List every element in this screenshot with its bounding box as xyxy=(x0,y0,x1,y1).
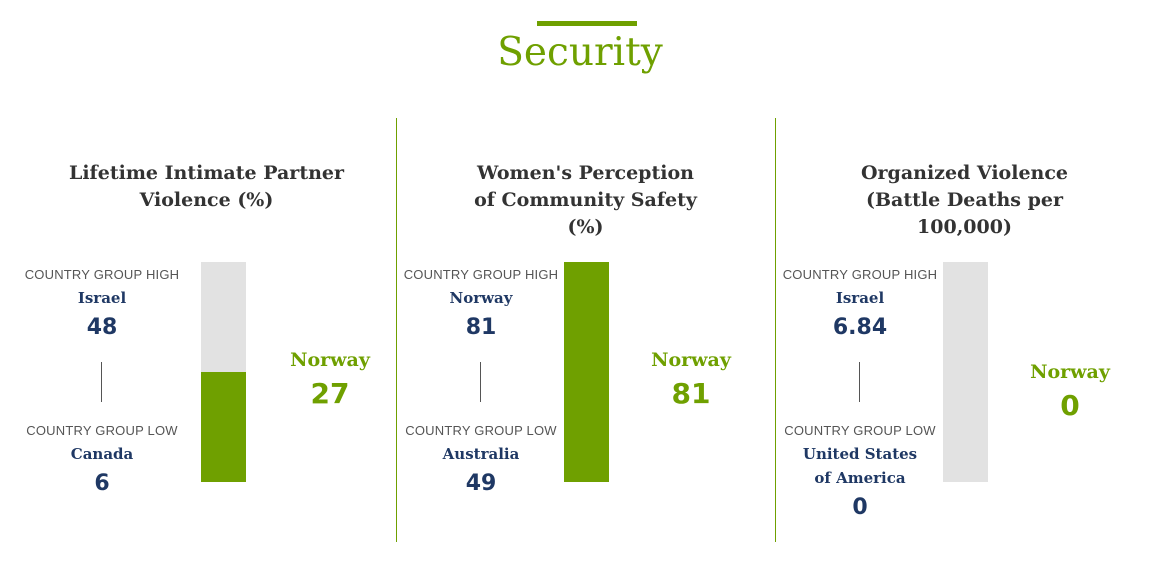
group-high-label: COUNTRY GROUP HIGH xyxy=(24,267,180,282)
group-low: COUNTRY GROUP LOW Australia 49 xyxy=(396,423,566,500)
indicator-panel-safety: Women's Perception of Community Safety (… xyxy=(396,118,775,558)
group-low-country: Australia xyxy=(442,445,520,463)
group-low-label: COUNTRY GROUP LOW xyxy=(784,423,936,438)
indicator-panel-organized-violence: Organized Violence (Battle Deaths per 10… xyxy=(775,118,1154,558)
panel-divider-2 xyxy=(775,118,776,542)
indicator-panel-ipv: Lifetime Intimate Partner Violence (%) C… xyxy=(17,118,396,558)
group-low-label: COUNTRY GROUP LOW xyxy=(405,423,557,438)
group-high-value: 6.84 xyxy=(832,315,888,340)
panel-title: Lifetime Intimate Partner Violence (%) xyxy=(68,162,345,211)
page-title: Security xyxy=(497,30,663,75)
group-low-country: United States of America xyxy=(802,445,918,487)
panel-title: Organized Violence (Battle Deaths per 10… xyxy=(860,162,1069,238)
group-high-label: COUNTRY GROUP HIGH xyxy=(782,267,938,282)
focus-country-block: Norway 81 xyxy=(636,346,746,414)
focus-country-value: 0 xyxy=(1060,389,1080,422)
focus-country-value: 81 xyxy=(671,377,711,410)
panel-title: Women's Perception of Community Safety (… xyxy=(474,162,697,238)
group-high: COUNTRY GROUP HIGH Israel 48 xyxy=(17,267,187,344)
group-high-value: 81 xyxy=(465,315,497,340)
focus-country-name: Norway xyxy=(290,349,370,371)
bar-track xyxy=(943,262,988,482)
range-connector-line xyxy=(101,362,102,402)
focus-country-name: Norway xyxy=(1030,361,1110,383)
bar-track xyxy=(564,262,609,482)
group-low-value: 49 xyxy=(465,471,497,496)
group-high-country: Norway xyxy=(449,289,513,307)
bar-track xyxy=(201,262,246,482)
group-high-country: Israel xyxy=(835,289,885,307)
group-high-country: Israel xyxy=(77,289,127,307)
group-high-value: 48 xyxy=(86,315,118,340)
title-accent-rule xyxy=(537,21,637,26)
group-low-country: Canada xyxy=(70,445,134,463)
focus-country-value: 27 xyxy=(310,377,350,410)
focus-country-block: Norway 27 xyxy=(275,346,385,414)
group-low-value: 6 xyxy=(94,471,110,496)
group-low-value: 0 xyxy=(852,495,868,520)
group-high: COUNTRY GROUP HIGH Israel 6.84 xyxy=(775,267,945,344)
group-high: COUNTRY GROUP HIGH Norway 81 xyxy=(396,267,566,344)
bar-fill xyxy=(564,262,609,482)
range-connector-line xyxy=(859,362,860,402)
focus-country-name: Norway xyxy=(651,349,731,371)
group-high-label: COUNTRY GROUP HIGH xyxy=(403,267,559,282)
range-connector-line xyxy=(480,362,481,402)
panel-divider-1 xyxy=(396,118,397,542)
focus-country-block: Norway 0 xyxy=(1015,358,1125,426)
group-low-label: COUNTRY GROUP LOW xyxy=(26,423,178,438)
bar-fill xyxy=(201,372,246,482)
group-low: COUNTRY GROUP LOW United States of Ameri… xyxy=(775,423,945,524)
group-low: COUNTRY GROUP LOW Canada 6 xyxy=(17,423,187,500)
